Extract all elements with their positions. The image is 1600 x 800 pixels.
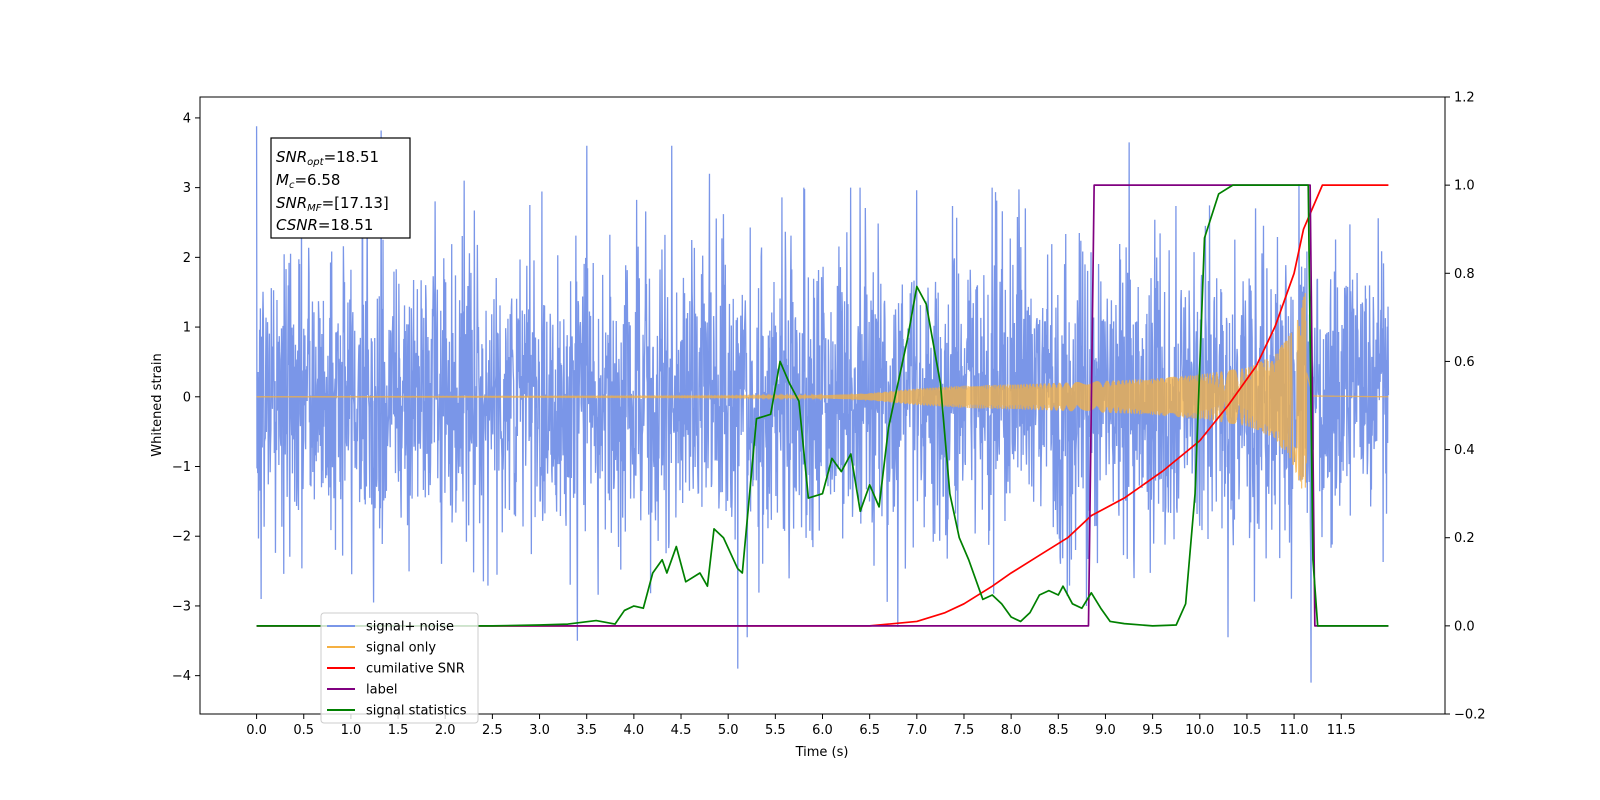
csnr-text: CSNR=18.51 [276,216,373,234]
x-tick-label: 9.5 [1142,723,1163,738]
legend-label-signal-noise: signal+ noise [366,620,454,635]
y-left-tick-label: 3 [183,181,191,196]
legend-label-signal-statistics: signal statistics [366,704,467,719]
x-tick-label: 0.0 [246,723,267,738]
y-axis-label: Whitened strain [150,353,165,456]
x-tick-label: 6.0 [812,723,833,738]
x-tick-label: 7.5 [954,723,975,738]
x-tick-label: 3.0 [529,723,550,738]
x-tick-label: 5.5 [765,723,786,738]
mc-symbol: M [276,171,289,189]
x-tick-label: 0.5 [293,723,314,738]
x-tick-label: 6.5 [859,723,880,738]
y-left-tick-label: −2 [172,530,191,545]
x-tick-label: 5.0 [718,723,739,738]
x-tick-label: 7.0 [906,723,927,738]
x-tick-label: 2.0 [435,723,456,738]
x-tick-label: 10.0 [1185,723,1214,738]
annotation-frame [270,137,411,239]
y-right-tick-label: 0.8 [1454,267,1475,282]
legend-label-cumilative-snr: cumilative SNR [366,662,465,677]
x-tick-label: 3.5 [576,723,597,738]
y-axis-left: 4 3 2 1 0 −1 −2 −3 −4 [172,111,200,684]
legend-label-label: label [366,683,397,698]
x-tick-label: 10.5 [1232,723,1261,738]
x-axis-label: Time (s) [795,745,849,760]
y-right-tick-label: 0.6 [1454,355,1475,370]
legend-frame [320,612,479,724]
snr-opt-text: SNRopt=18.51 [276,148,379,168]
x-tick-label: 1.5 [388,723,409,738]
annotation-box: SNRopt=18.51 Mc=6.58 SNRMF=[17.13] CSNR=… [270,137,411,239]
x-tick-label: 9.0 [1095,723,1116,738]
x-axis: 0.0 0.5 1.0 1.5 2.0 2.5 3.0 3.5 4.0 4.5 5.0 5.5 6.0 6… [246,714,1356,738]
x-tick-label: 4.5 [671,723,692,738]
y-right-tick-label: 1.0 [1454,179,1475,194]
y-left-tick-label: 1 [183,321,191,336]
series-line-signal-noise [255,126,1390,683]
y-right-tick-label: 0.4 [1454,443,1475,458]
series-line-cumilative-snr [256,184,1389,627]
y-right-tick-label: 0.0 [1454,619,1475,634]
y-left-tick-label: −3 [172,599,191,614]
mc-text: Mc=6.58 [276,171,340,191]
snr-mf-subscript: MF [307,203,322,214]
y-axis-right: 1.2 1.0 0.8 0.6 0.4 0.2 0.0 −0.2 [1445,91,1486,723]
y-left-tick-label: 4 [183,111,191,126]
x-tick-label: 2.5 [482,723,503,738]
mc-subscript: c [289,180,295,191]
legend: signal+ noise signal only cumilative SNR la… [320,612,479,724]
snr-mf-value: =[17.13] [322,194,389,212]
x-tick-label: 1.0 [341,723,362,738]
snr-mf-symbol: SNR [276,194,307,212]
snr-opt-value: =18.51 [324,148,380,166]
series-line-signal-only [256,293,1389,489]
y-left-tick-label: 0 [183,390,191,405]
y-left-tick-label: 2 [183,251,191,266]
legend-items: signal+ noise signal only cumilative SNR la… [327,620,467,719]
y-left-tick-label: −1 [172,460,191,475]
series-layer [255,126,1390,683]
x-tick-label: 4.0 [624,723,645,738]
snr-mf-text: SNRMF=[17.13] [276,194,389,214]
csnr-symbol: CSNR [276,216,318,234]
snr-opt-subscript: opt [307,157,324,168]
y-right-tick-label: 1.2 [1454,91,1475,106]
y-left-tick-label: −4 [172,669,191,684]
csnr-value: =18.51 [318,216,374,234]
x-tick-label: 8.0 [1001,723,1022,738]
x-tick-label: 8.5 [1048,723,1069,738]
x-tick-label: 11.5 [1327,723,1356,738]
x-tick-label: 11.0 [1280,723,1309,738]
y-right-tick-label: −0.2 [1454,708,1486,723]
legend-label-signal-only: signal only [366,641,436,656]
y-right-tick-label: 0.2 [1454,531,1475,546]
mc-value: =6.58 [294,171,340,189]
snr-opt-symbol: SNR [276,148,307,166]
series-line-signal-statistics [256,184,1389,627]
